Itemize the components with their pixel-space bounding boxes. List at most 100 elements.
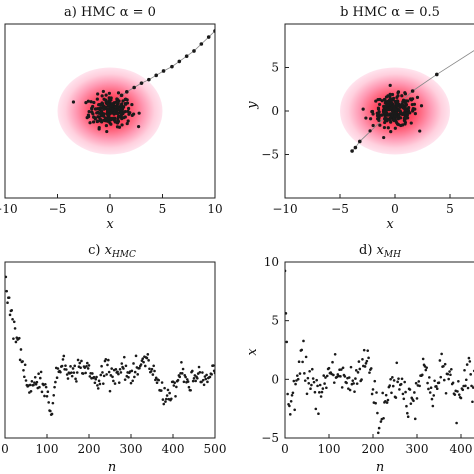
trace-point [198,371,202,374]
trace-point [173,381,176,384]
sample-point [418,129,422,133]
sample-point [113,119,117,124]
trace-point [110,367,113,370]
trace-point [309,387,312,391]
sample-point [392,96,396,100]
trace-point [180,372,184,375]
sample-point [130,102,134,107]
sample-point [388,83,392,87]
trace-point [191,379,195,383]
sample-point [97,103,102,107]
trace-point [456,390,459,393]
trace-point [66,377,70,380]
trace-point [297,360,301,364]
panel-a-title: a) HMC α = 0 [64,5,156,20]
trace-point [142,360,145,364]
trace-point [140,359,144,362]
trace-point [332,373,335,377]
trace-point [139,363,143,366]
x-tick-label: 5 [159,202,167,216]
sample-point [112,116,116,120]
trace-point [212,369,215,373]
trace-point [30,379,34,383]
trace-point [33,375,37,379]
trace-point [21,360,24,363]
trace-point [341,366,345,370]
trace-point [107,370,111,374]
trace-point [285,312,288,315]
trace-point [146,353,150,356]
sample-point [95,97,99,101]
sample-point [396,90,401,94]
sample-point [115,97,119,101]
trace-point [122,367,125,370]
sample-point [104,123,109,128]
x-tick-label: 200 [362,442,385,456]
sample-point [71,100,76,104]
trace-point [385,401,389,404]
trace-point [439,375,443,379]
trace-point [368,371,371,374]
sample-point [371,112,375,116]
trace-point [435,385,438,388]
trace-point [108,389,112,393]
trace-point [152,364,155,368]
trace-point [56,367,60,370]
sample-point [100,94,104,98]
trace-point [442,364,445,368]
trace-point [91,372,94,375]
sample-point [125,121,129,126]
trace-point [5,289,8,293]
trace-point [398,388,401,391]
trace-point [397,377,400,380]
y-tick-label: 0 [271,372,279,386]
x-tick-label: 10 [207,202,222,216]
trace-point [59,370,62,374]
trace-point [39,370,43,374]
x-tick-label: −5 [331,202,349,216]
trace-point [81,372,85,375]
trace-point [178,375,182,379]
trace-point [12,337,15,340]
trace-point [132,362,135,365]
panel-c-axis: 0 100 200 300 400 500 [1,434,226,456]
trace-point [285,340,289,344]
trace-point [51,401,55,405]
panel-d-frame [284,261,474,439]
trace-point [413,417,417,421]
trace-point [154,376,158,380]
trace-point [130,369,134,373]
trace-point [197,365,201,369]
trace-point [301,360,304,364]
trace-point [18,358,22,362]
panel-a: a) HMC α = 0 −10 −5 0 5 10 x [0,5,223,232]
trace-point [406,415,410,419]
sample-point [110,104,114,108]
trace-point [70,374,74,378]
trace-point [371,388,375,391]
trace-point [24,379,28,382]
trace-point [399,382,403,386]
trajectory-point [199,42,204,46]
sample-point [102,112,106,116]
sample-point [96,92,100,96]
trace-point [404,390,407,394]
sample-point [116,107,121,112]
sample-point [378,102,382,107]
trace-point [70,371,73,374]
trace-point [69,365,72,368]
trace-point [187,385,191,389]
trace-point [80,359,83,363]
sample-point [109,122,113,126]
trace-point [408,388,412,391]
trace-point [176,378,180,382]
trace-point [112,379,115,383]
trace-point [131,379,134,383]
trace-point [424,368,428,372]
panel-c: c) xHMC 0 100 200 300 400 500 n [1,243,226,474]
sample-point [115,121,120,125]
trace-point [305,392,309,396]
x-tick-label: 300 [406,442,429,456]
trace-point [355,382,359,385]
